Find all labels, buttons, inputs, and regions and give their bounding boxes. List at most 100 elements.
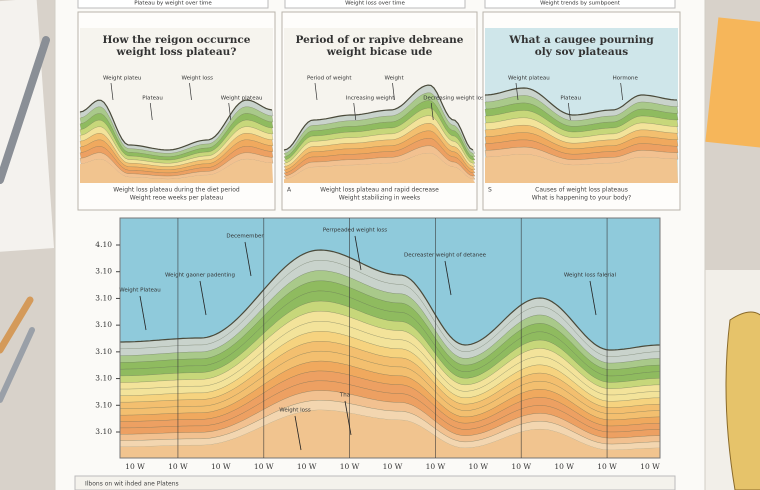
annotation: Weight loss bbox=[279, 408, 311, 414]
annotation-arrow bbox=[444, 260, 452, 296]
pen bbox=[0, 36, 50, 184]
footer-text: Ilbons on wit ihded ane Platens bbox=[85, 481, 179, 488]
wave-band bbox=[79, 113, 274, 161]
panel-note: Plateau bbox=[142, 96, 163, 102]
y-label: 3.10 bbox=[95, 347, 112, 356]
y-label: 3.10 bbox=[95, 427, 112, 436]
annotation-arrow bbox=[199, 280, 207, 316]
panel-note: Decreasing weight loss bbox=[423, 96, 487, 102]
wave-band bbox=[484, 139, 679, 160]
panel-note: Hormone bbox=[613, 76, 639, 82]
panel-note: Increasing weight bbox=[346, 96, 396, 102]
footer-strip bbox=[74, 475, 676, 490]
panel-title: weight loss plateau? bbox=[116, 46, 237, 58]
annotation: Tha bbox=[339, 393, 350, 399]
y-label: 3.10 bbox=[95, 267, 112, 276]
pointer bbox=[515, 82, 519, 101]
wave-band bbox=[283, 92, 476, 157]
panel-note: Weight bbox=[385, 76, 405, 82]
annotation-arrow bbox=[344, 400, 352, 436]
wave-outline bbox=[283, 84, 474, 151]
wave-band bbox=[79, 126, 274, 167]
wave-base bbox=[80, 159, 273, 183]
main-frame bbox=[119, 217, 661, 459]
panel-caption: Weight reoe weeks per plateau bbox=[130, 195, 224, 202]
panel-note: Weight loss bbox=[182, 76, 214, 82]
panel-caption: Weight loss plateau during the diet peri… bbox=[113, 187, 240, 194]
annotation: Perrpeaded weight loss bbox=[323, 228, 387, 234]
annotation-arrow bbox=[294, 415, 302, 451]
annotation-arrow bbox=[139, 295, 147, 331]
wave-band bbox=[79, 119, 274, 164]
x-label: 10 W bbox=[597, 462, 617, 471]
panel-title: How the reigon occurnce bbox=[103, 34, 251, 46]
header-strip bbox=[484, 0, 676, 9]
panel-caption: What is happening to your body? bbox=[532, 195, 632, 202]
y-label: 3.10 bbox=[95, 400, 112, 409]
annotation-arrow bbox=[244, 241, 252, 277]
x-label: 10 W bbox=[511, 462, 531, 471]
panel-note: Plateau bbox=[560, 96, 581, 102]
wave-band bbox=[484, 95, 679, 127]
wave-outline bbox=[120, 249, 660, 351]
wave-base bbox=[284, 153, 475, 183]
panel-title: What a caugee pourning bbox=[508, 34, 654, 46]
annotation: Weight gaoner padenting bbox=[165, 273, 235, 279]
annotation: Decreaster weight of detanee bbox=[404, 253, 487, 259]
annotation-arrow bbox=[354, 235, 362, 271]
annotation: Weight Plateau bbox=[119, 288, 161, 294]
protractor bbox=[725, 311, 760, 490]
header-strip bbox=[284, 0, 466, 9]
x-label: 10 W bbox=[297, 462, 317, 471]
wave-outline bbox=[79, 99, 273, 151]
panel-note: Weight plateau bbox=[221, 96, 263, 102]
header-text: Plateau by weight over time bbox=[134, 1, 212, 7]
panel-marker: S bbox=[488, 187, 492, 194]
x-label: 10 W bbox=[640, 462, 660, 471]
panel-note: Period of weight bbox=[307, 76, 352, 82]
x-label: 10 W bbox=[340, 462, 360, 471]
panel-note: Weight plateu bbox=[103, 76, 141, 82]
pen bbox=[0, 327, 35, 403]
wave-base bbox=[120, 410, 660, 458]
pointer bbox=[189, 82, 192, 101]
header-text: Weight trends by sumbpoent bbox=[540, 1, 621, 7]
y-label: 3.10 bbox=[95, 374, 112, 383]
header-text: Weight loss over time bbox=[345, 1, 405, 7]
pointer bbox=[228, 102, 232, 121]
x-label: 10 W bbox=[125, 462, 145, 471]
x-label: 10 W bbox=[211, 462, 231, 471]
pointer bbox=[110, 82, 114, 101]
content: Plateau by weight over time Weight loss o… bbox=[74, 0, 681, 490]
pointer bbox=[392, 82, 395, 101]
annotation: Weight loss falerial bbox=[564, 273, 617, 279]
wave-band bbox=[283, 130, 476, 174]
panel-note: Weight plateau bbox=[508, 76, 550, 82]
wave-base bbox=[485, 154, 678, 183]
x-label: 10 W bbox=[554, 462, 574, 471]
panel-title: weight bicase ude bbox=[326, 46, 433, 58]
x-label: 10 W bbox=[254, 462, 274, 471]
sticky-note bbox=[705, 17, 760, 150]
y-label: 3.10 bbox=[95, 293, 112, 302]
pointer bbox=[430, 102, 434, 121]
panel-title: Period of or rapive debreane bbox=[296, 34, 464, 46]
panel-caption: Causes of weight loss plateaus bbox=[535, 187, 628, 194]
x-label: 10 W bbox=[426, 462, 446, 471]
x-label: 10 W bbox=[168, 462, 188, 471]
annotation: Decemember bbox=[226, 234, 264, 240]
pencil bbox=[0, 296, 34, 354]
pointer bbox=[567, 102, 571, 121]
panel-title: oly sov plateaus bbox=[535, 46, 629, 58]
header-strip bbox=[77, 0, 269, 9]
panel-caption: Weight stabilizing in weeks bbox=[339, 195, 420, 202]
y-label: 4.10 bbox=[95, 240, 112, 249]
pointer bbox=[353, 102, 357, 121]
annotation-arrow bbox=[589, 280, 597, 316]
x-label: 10 W bbox=[469, 462, 489, 471]
panel-caption: Weight loss plateau and rapid decrease bbox=[320, 187, 439, 194]
pointer bbox=[314, 82, 318, 101]
pointer bbox=[620, 82, 624, 101]
x-label: 10 W bbox=[383, 462, 403, 471]
